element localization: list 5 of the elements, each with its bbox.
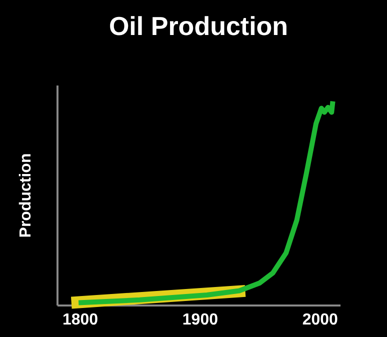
x-tick-label: 1800: [62, 312, 98, 328]
x-tick-label: 2000: [302, 312, 338, 328]
x-tick-label: 1900: [182, 312, 218, 328]
chart-title: Oil Production: [108, 11, 288, 41]
y-axis-title: Production: [18, 153, 34, 238]
